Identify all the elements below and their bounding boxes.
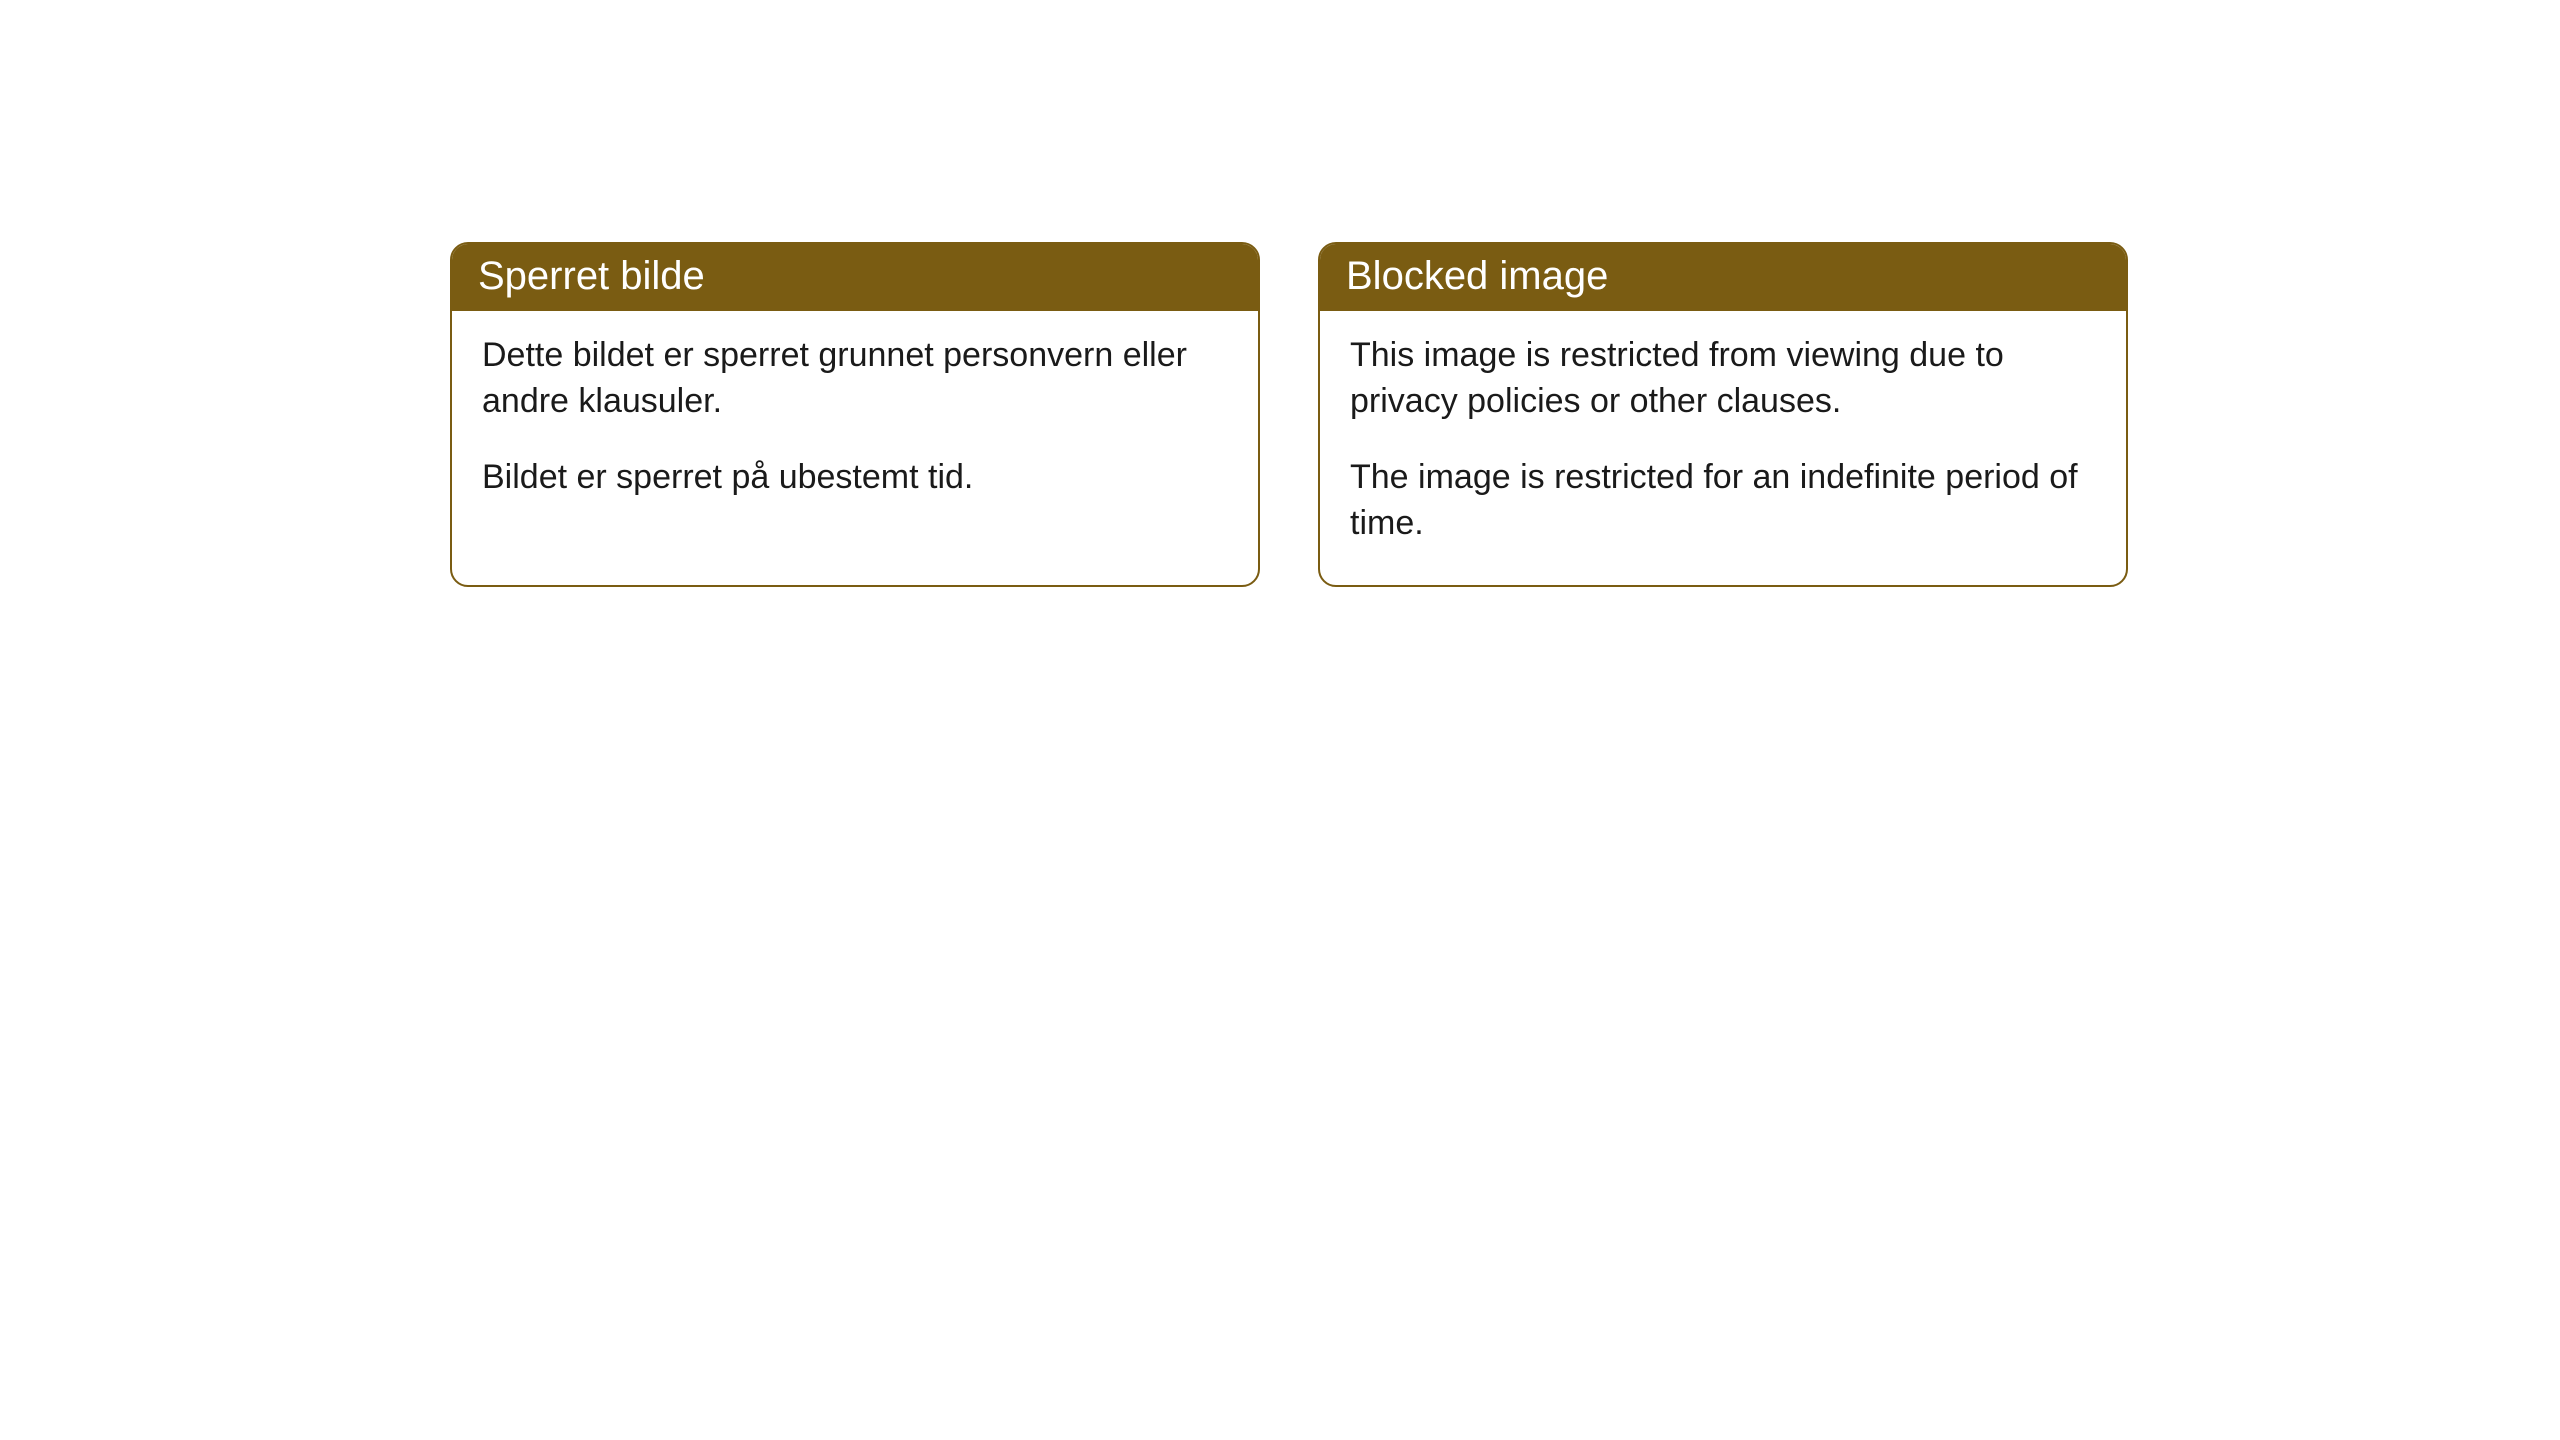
- card-body: Dette bildet er sperret grunnet personve…: [452, 311, 1258, 539]
- notice-cards-container: Sperret bilde Dette bildet er sperret gr…: [0, 0, 2560, 587]
- blocked-image-card-norwegian: Sperret bilde Dette bildet er sperret gr…: [450, 242, 1260, 587]
- card-header: Blocked image: [1320, 244, 2126, 311]
- card-paragraph: The image is restricted for an indefinit…: [1350, 455, 2096, 547]
- card-paragraph: Dette bildet er sperret grunnet personve…: [482, 333, 1228, 425]
- blocked-image-card-english: Blocked image This image is restricted f…: [1318, 242, 2128, 587]
- card-paragraph: Bildet er sperret på ubestemt tid.: [482, 455, 1228, 501]
- card-header: Sperret bilde: [452, 244, 1258, 311]
- card-body: This image is restricted from viewing du…: [1320, 311, 2126, 585]
- card-paragraph: This image is restricted from viewing du…: [1350, 333, 2096, 425]
